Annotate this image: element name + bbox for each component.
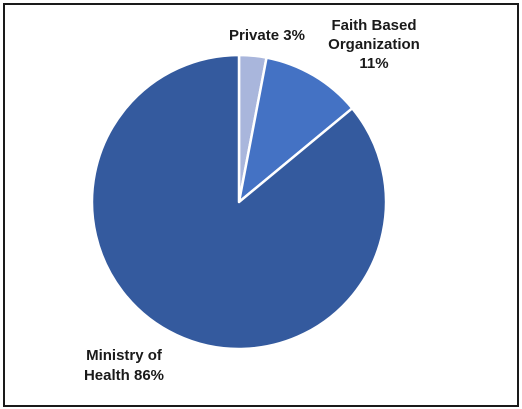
pie-slice-faith-based-organization [237,56,354,204]
slice-label-line: Ministry of [86,347,163,364]
slice-label-faith-based-organization: Faith Based Organization 11% [328,17,420,72]
pie-slices [90,53,388,351]
slice-label-ministry-of-health: Ministry of Health 86% [84,347,164,384]
slice-label-line: Organization [328,36,420,53]
slice-label-line: Private 3% [229,27,305,44]
slice-label-private: Private 3% [229,27,305,44]
slice-label-line: Faith Based [331,17,416,34]
slice-label-line: 11% [359,55,388,72]
slice-label-line: Health 86% [84,367,164,384]
pie-labels: Private 3% Faith Based Organization 11% Mini… [84,17,420,384]
pie-slice-ministry-of-health [90,53,388,351]
